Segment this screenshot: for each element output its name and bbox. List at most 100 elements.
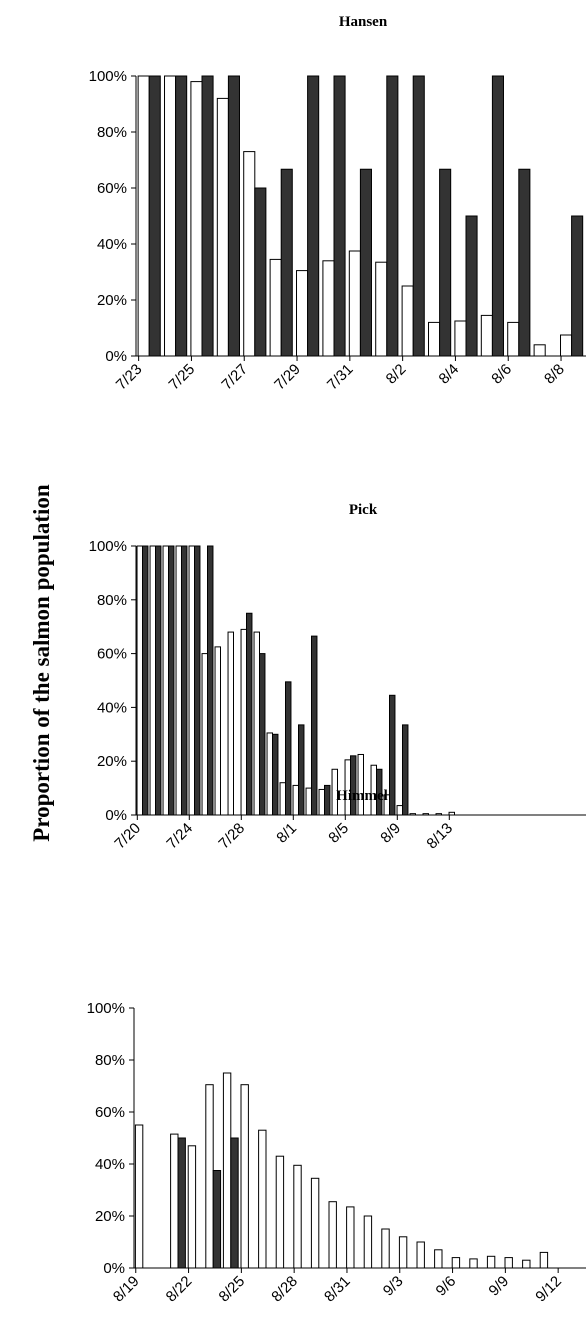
chart-hansen: Hansen 0% 20% 40% 60% 80% 100% 7/23 7/25 7/27 7/29… xyxy=(89,14,586,393)
bar-white xyxy=(296,270,309,357)
y-tick-label: 100% xyxy=(89,538,127,555)
bar-dark xyxy=(324,784,331,816)
bar-dark xyxy=(280,168,293,357)
x-tick-label: 8/19 xyxy=(110,1273,143,1306)
x-tick-label: 8/22 xyxy=(163,1273,196,1306)
y-tick-label: 40% xyxy=(97,236,127,253)
x-tick-label: 9/12 xyxy=(532,1273,565,1306)
bar-white xyxy=(486,1255,496,1269)
bar-white xyxy=(522,1259,531,1269)
bar-white xyxy=(227,631,234,816)
bar-dark xyxy=(254,187,267,357)
bar-white xyxy=(422,813,430,816)
bar-white xyxy=(328,1201,337,1269)
bar-dark xyxy=(359,168,372,357)
bar-white xyxy=(507,321,520,357)
bar-white xyxy=(240,1084,249,1269)
bar-dark xyxy=(386,75,399,357)
x-tick-label: 8/28 xyxy=(268,1273,301,1306)
bar-dark xyxy=(194,545,201,816)
x-tick-label: 8/25 xyxy=(216,1273,249,1306)
chart-himmel: Himmel 0% 20% 40% 60% 80% 100% 8/19 8/22 8/25 8/28… xyxy=(87,788,586,1305)
bar-white xyxy=(205,1084,214,1269)
bar-dark xyxy=(148,75,161,357)
bar-dark xyxy=(177,1137,186,1269)
y-tick-label: 0% xyxy=(105,807,127,824)
bar-dark xyxy=(259,653,266,816)
bar-white xyxy=(318,788,326,816)
bar-dark xyxy=(246,612,253,816)
bar-dark xyxy=(142,545,149,816)
bar-dark xyxy=(298,724,305,816)
bar-dark xyxy=(155,545,162,816)
bar-dark xyxy=(230,1137,239,1269)
bar-white xyxy=(279,782,287,816)
bar-white xyxy=(258,1129,267,1269)
bar-white xyxy=(381,1228,390,1269)
x-tick-label: 7/20 xyxy=(111,820,144,853)
bar-dark xyxy=(350,755,357,816)
bar-dark xyxy=(285,681,292,816)
bar-white xyxy=(190,81,203,357)
bar-white xyxy=(253,631,260,816)
bar-white xyxy=(164,75,177,357)
x-tick-label: 8/2 xyxy=(383,361,410,388)
bar-white xyxy=(533,344,546,357)
bar-white xyxy=(201,653,208,816)
x-tick-label: 7/28 xyxy=(215,820,248,853)
bar-dark xyxy=(212,1170,222,1269)
x-tick-label: 7/27 xyxy=(218,361,251,394)
bar-white xyxy=(451,1257,461,1269)
bar-dark xyxy=(439,168,452,357)
chart-title: Hansen xyxy=(339,14,388,30)
bar-dark xyxy=(389,694,396,816)
bar-dark xyxy=(333,75,346,357)
bar-white xyxy=(363,1215,373,1269)
bar-dark xyxy=(491,75,504,357)
bar-dark xyxy=(307,75,320,357)
bar-white xyxy=(348,250,361,357)
bar-dark xyxy=(376,768,383,816)
bar-white xyxy=(448,811,456,816)
bar-white xyxy=(434,1249,443,1269)
y-tick-label: 80% xyxy=(97,592,127,609)
bar-white xyxy=(240,628,247,816)
chart-title: Pick xyxy=(349,502,378,518)
bar-dark xyxy=(465,215,478,357)
bar-white xyxy=(222,1072,232,1269)
bar-white xyxy=(401,285,414,357)
y-tick-label: 20% xyxy=(97,292,127,309)
x-tick-label: 9/6 xyxy=(433,1273,460,1300)
bar-white xyxy=(187,1145,197,1269)
bar-white xyxy=(134,1124,144,1269)
x-tick-label: 8/1 xyxy=(273,820,300,847)
bar-dark xyxy=(402,724,409,816)
chart-title: Himmel xyxy=(336,788,388,804)
x-tick-label: 8/6 xyxy=(488,361,515,388)
bar-white xyxy=(243,151,256,357)
bar-dark xyxy=(168,545,175,816)
bar-white xyxy=(398,1236,408,1269)
bar-dark xyxy=(181,545,188,816)
x-tick-label: 8/13 xyxy=(423,820,456,853)
y-tick-label: 0% xyxy=(105,348,127,365)
y-tick-label: 80% xyxy=(95,1052,125,1069)
x-tick-label: 7/29 xyxy=(271,361,304,394)
bar-dark xyxy=(207,545,214,816)
bar-dark xyxy=(227,75,240,357)
bar-white xyxy=(480,314,493,357)
y-tick-label: 100% xyxy=(87,1000,125,1017)
bar-white xyxy=(188,545,195,816)
bar-white xyxy=(322,260,335,357)
x-tick-label: 9/3 xyxy=(380,1273,407,1300)
bar-white xyxy=(331,768,339,816)
bar-white xyxy=(275,1155,285,1269)
y-tick-label: 60% xyxy=(97,646,127,663)
bar-white xyxy=(170,1133,179,1269)
y-tick-label: 60% xyxy=(97,180,127,197)
bar-white xyxy=(375,261,388,357)
bar-white xyxy=(305,787,313,816)
x-tick-label: 7/24 xyxy=(163,820,196,853)
x-tick-label: 8/8 xyxy=(541,361,568,388)
